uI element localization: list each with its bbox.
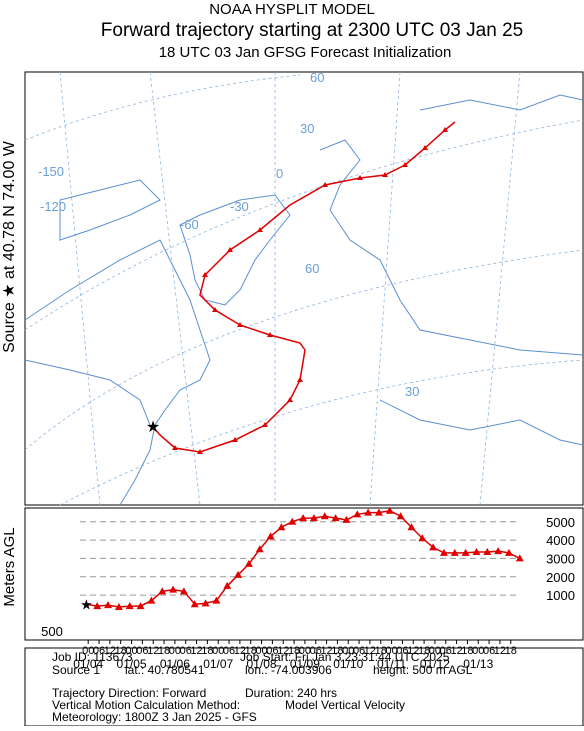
source-star: ★ xyxy=(146,419,160,436)
y-tick-label: 2000 xyxy=(546,570,575,585)
height-marker xyxy=(169,585,178,593)
height-marker xyxy=(309,514,318,522)
height-marker xyxy=(125,602,134,610)
map-label: -120 xyxy=(40,199,66,214)
height-marker xyxy=(439,548,448,556)
trajectory-markers xyxy=(172,127,448,454)
job-id: Job ID: 113673 xyxy=(52,650,133,664)
chart-subtitle: 18 UTC 03 Jan GFSG Forecast Initializati… xyxy=(159,44,452,61)
height-marker xyxy=(429,543,438,551)
height-marker xyxy=(331,514,340,522)
profile-frame xyxy=(24,507,584,641)
lat: lat.: 40.780541 xyxy=(125,663,205,677)
height-marker xyxy=(450,548,459,556)
height-marker xyxy=(299,514,308,522)
date-label: 01/06 xyxy=(160,657,190,671)
height-marker xyxy=(472,548,481,555)
model-title: NOAA HYSPLIT MODEL xyxy=(209,1,375,18)
height-marker xyxy=(364,508,373,516)
map-frame xyxy=(24,71,584,506)
height-marker xyxy=(179,587,188,595)
map-label: 60 xyxy=(305,261,319,276)
meteorology: Meteorology: 1800Z 3 Jan 2025 - GFS xyxy=(52,710,257,724)
vertical-method-label: Vertical Motion Calculation Method: xyxy=(52,698,240,712)
height-marker xyxy=(353,510,362,518)
date-label: 01/04 xyxy=(73,657,103,671)
map-label: 60 xyxy=(310,70,324,85)
height-marker xyxy=(407,523,416,531)
height-marker xyxy=(244,559,253,567)
date-label: 01/11 xyxy=(377,657,406,671)
x-tick-label: 18 xyxy=(505,645,517,657)
height-marker xyxy=(288,517,297,525)
height-marker xyxy=(234,570,243,578)
start-height-label: 500 xyxy=(41,624,63,639)
y-tick-label: 5000 xyxy=(546,515,575,530)
coastlines xyxy=(24,94,584,506)
y-tick-label: 4000 xyxy=(546,533,575,548)
height-marker xyxy=(418,534,427,542)
graticule xyxy=(24,71,584,506)
info: Job ID: 113673 Job Start: Fri Jan 3 23:3… xyxy=(52,650,473,724)
height-marker xyxy=(223,581,232,589)
start-marker: ★ xyxy=(80,596,93,612)
height-marker xyxy=(515,554,524,562)
height-marker xyxy=(374,508,383,516)
chart-title: Forward trajectory starting at 2300 UTC … xyxy=(101,20,523,41)
source-label: Source ★ at 40.78 N 74.00 W xyxy=(1,140,18,353)
map-label: 30 xyxy=(405,384,419,399)
height-marker xyxy=(385,506,394,514)
map-label: -30 xyxy=(230,199,249,214)
height-marker xyxy=(190,600,199,608)
date-label: 01/07 xyxy=(203,657,233,671)
height-marker xyxy=(212,596,221,604)
y-tick-label: 3000 xyxy=(546,551,575,566)
date-label: 01/10 xyxy=(333,657,363,671)
height-marker xyxy=(93,602,102,610)
height-marker xyxy=(461,548,470,556)
y-axis-title: Meters AGL xyxy=(1,527,18,606)
height-marker xyxy=(483,548,492,555)
height-marker xyxy=(104,601,113,609)
map-label: 0 xyxy=(276,166,283,181)
date-label: 01/12 xyxy=(420,657,450,671)
duration: Duration: 240 hrs xyxy=(245,686,337,700)
map-label: -150 xyxy=(38,164,64,179)
date-label: 01/13 xyxy=(463,657,493,671)
height-marker xyxy=(114,603,123,610)
height-marker xyxy=(396,512,405,520)
height-marker xyxy=(277,523,286,531)
date-label: 01/08 xyxy=(247,657,277,671)
height-marker xyxy=(201,599,210,607)
height-marker xyxy=(320,512,329,520)
height: height: 500 m AGL xyxy=(373,663,473,677)
height-marker xyxy=(147,596,156,604)
lon: lon.: -74.003906 xyxy=(245,663,332,677)
height-marker xyxy=(342,515,351,523)
vertical-method: Model Vertical Velocity xyxy=(285,698,405,712)
map-label: 30 xyxy=(300,121,314,136)
height-marker xyxy=(136,602,145,610)
height-marker xyxy=(158,587,167,595)
date-label: 01/09 xyxy=(290,657,320,671)
height-marker xyxy=(266,532,275,540)
date-label: 01/05 xyxy=(117,657,147,671)
source-number: Source 1 xyxy=(52,663,100,677)
map: ★ xyxy=(24,71,584,506)
map-label: -60 xyxy=(180,217,199,232)
height-marker xyxy=(504,548,513,556)
y-tick-label: 1000 xyxy=(546,588,575,603)
job-start: Job Start: Fri Jan 3 23:31:44 UTC 2025 xyxy=(240,650,450,664)
height-marker xyxy=(255,545,264,553)
height-marker xyxy=(494,547,503,555)
direction: Trajectory Direction: Forward xyxy=(52,686,206,700)
